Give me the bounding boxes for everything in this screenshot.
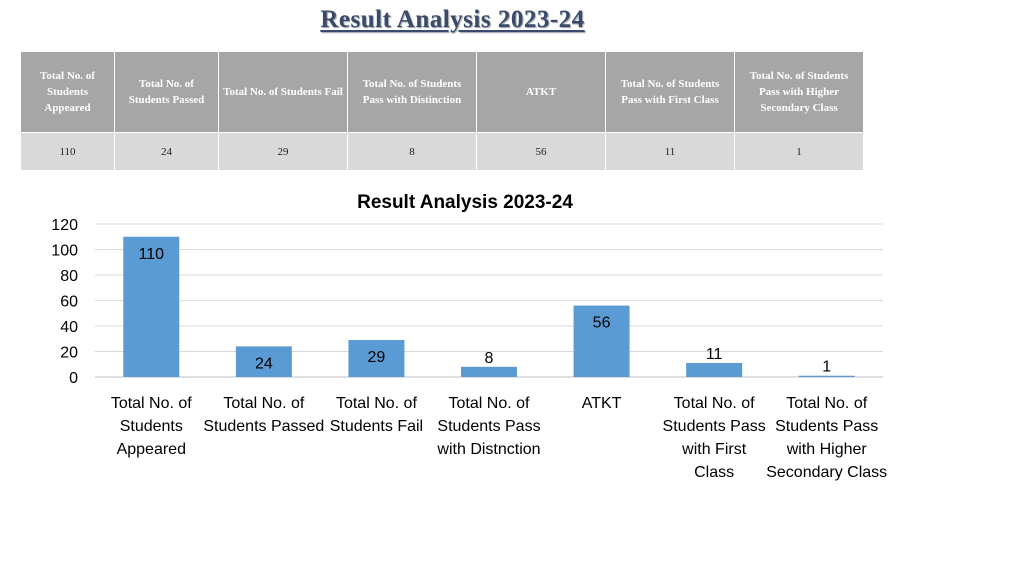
x-category-label: Total No. of Students Fail — [330, 395, 423, 435]
cell-students-appeared: 110 — [20, 132, 115, 171]
header-pass-first-class: Total No. of Students Pass with First Cl… — [605, 51, 735, 133]
chart-bars — [123, 236, 855, 377]
y-axis-ticks: 0 20 40 60 80 100 120 — [51, 217, 78, 387]
x-category-label: Total No. of Students Pass with First Class — [663, 395, 766, 481]
header-students-passed: Total No. of Students Passed — [114, 51, 219, 133]
data-label: 11 — [706, 346, 723, 363]
y-tick-label: 80 — [60, 268, 78, 285]
header-students-fail: Total No. of Students Fail — [218, 51, 348, 133]
bar — [348, 340, 405, 377]
x-axis-categories: Total No. of Students Appeared Total No. of… — [111, 395, 887, 481]
header-pass-higher-secondary: Total No. of Students Pass with Higher S… — [734, 51, 864, 133]
bar-chart: Result Analysis 2023-24 020406080100120 … — [51, 192, 887, 481]
data-label: 29 — [368, 349, 386, 366]
data-label: 24 — [255, 355, 273, 372]
chart-title: Result Analysis 2023-24 — [357, 192, 573, 213]
cell-pass-higher-secondary: 1 — [734, 132, 864, 171]
y-tick-label: 120 — [51, 217, 78, 234]
header-pass-distinction: Total No. of Students Pass with Distinct… — [347, 51, 477, 133]
table-row: 110 24 29 8 56 11 1 — [20, 132, 864, 171]
bar — [573, 305, 630, 377]
result-summary-table: Total No. of Students Appeared Total No.… — [20, 51, 864, 171]
x-category-label: Total No. of Students Pass with Higher Seco… — [766, 395, 887, 481]
header-atkt: ATKT — [476, 51, 606, 133]
cell-pass-distinction: 8 — [347, 132, 477, 171]
x-category-label: Total No. of Students Appeared — [111, 395, 192, 458]
data-label: 110 — [139, 246, 165, 263]
x-category-label: Total No. of Students Pass with Distnction — [436, 395, 540, 458]
data-label: 1 — [822, 359, 831, 376]
header-students-appeared: Total No. of Students Appeared — [20, 51, 115, 133]
cell-atkt: 56 — [476, 132, 606, 171]
bar — [235, 346, 292, 377]
y-tick-label: 0 — [69, 370, 78, 387]
page-title: Result Analysis 2023-24 — [320, 6, 585, 33]
bar — [461, 366, 517, 377]
y-tick-label: 40 — [60, 319, 78, 336]
y-tick-label: 20 — [60, 345, 78, 362]
table-header-row: Total No. of Students Appeared Total No.… — [20, 51, 864, 133]
x-category-label: ATKT — [582, 395, 622, 412]
y-tick-label: 100 — [51, 243, 78, 260]
bar — [798, 375, 855, 377]
cell-pass-first-class: 11 — [605, 132, 735, 171]
bar — [123, 236, 180, 377]
chart-gridlines — [95, 223, 883, 378]
cell-students-fail: 29 — [218, 132, 348, 171]
bar — [686, 362, 743, 377]
y-tick-label: 60 — [60, 294, 78, 311]
data-label: 8 — [485, 350, 494, 367]
x-category-label: Total No. of Students Passed — [203, 395, 324, 435]
data-label: 56 — [593, 315, 611, 332]
cell-students-passed: 24 — [114, 132, 219, 171]
